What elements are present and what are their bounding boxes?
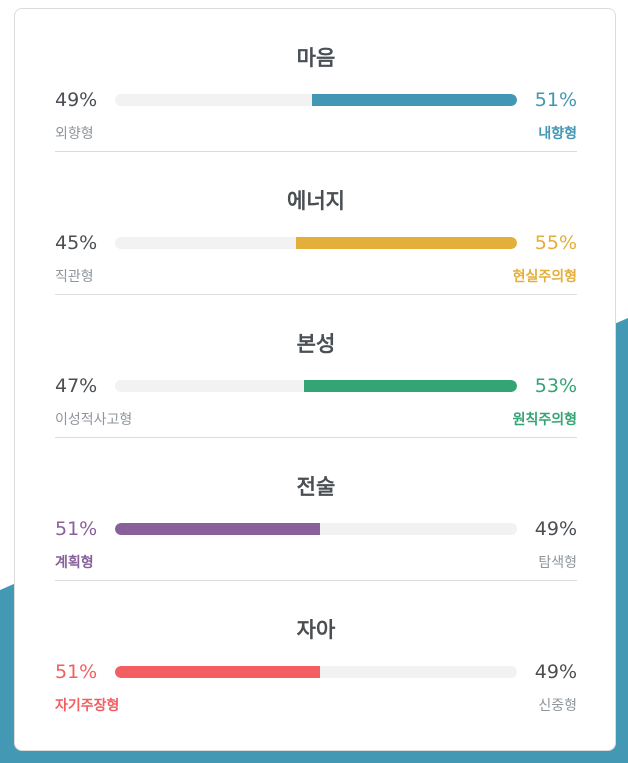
trait-bar-fill bbox=[303, 380, 517, 392]
trait-bar-track bbox=[115, 666, 517, 678]
left-label: 외향형 bbox=[55, 126, 94, 142]
trait-bar-track bbox=[115, 94, 517, 106]
right-label: 내향형 bbox=[538, 126, 577, 142]
trait-title: 전술 bbox=[296, 475, 336, 499]
right-label: 탐색형 bbox=[538, 555, 577, 571]
left-label: 자기주장형 bbox=[55, 698, 120, 714]
trait-section-tactics: 전술 51% 49% 계획형 탐색형 bbox=[55, 438, 577, 581]
trait-section-nature: 본성 47% 53% 이성적사고형 원칙주의형 bbox=[55, 295, 577, 438]
left-percent: 49% bbox=[55, 89, 98, 111]
right-label: 원칙주의형 bbox=[512, 412, 577, 428]
left-percent: 47% bbox=[55, 375, 98, 397]
right-label: 현실주의형 bbox=[512, 269, 577, 285]
trait-bar-fill bbox=[311, 94, 517, 106]
left-label: 이성적사고형 bbox=[55, 412, 133, 428]
left-percent: 51% bbox=[55, 661, 98, 683]
trait-section-identity: 자아 51% 49% 자기주장형 신중형 bbox=[55, 581, 577, 724]
trait-section-energy: 에너지 45% 55% 직관형 현실주의형 bbox=[55, 152, 577, 295]
left-percent: 45% bbox=[55, 232, 98, 254]
trait-bar-fill bbox=[115, 666, 321, 678]
trait-section-mind: 마음 49% 51% 외향형 내향형 bbox=[55, 9, 577, 152]
trait-title: 본성 bbox=[296, 332, 336, 356]
personality-traits-card: 마음 49% 51% 외향형 내향형 에너지 45% 55% 직관형 현실주의형… bbox=[14, 8, 616, 751]
trait-title: 마음 bbox=[296, 46, 336, 70]
left-label: 계획형 bbox=[55, 555, 94, 571]
right-label: 신중형 bbox=[538, 698, 577, 714]
right-percent: 55% bbox=[534, 232, 577, 254]
trait-title: 에너지 bbox=[287, 189, 345, 213]
trait-bar-fill bbox=[115, 523, 321, 535]
right-percent: 51% bbox=[534, 89, 577, 111]
right-percent: 49% bbox=[534, 661, 577, 683]
left-percent: 51% bbox=[55, 518, 98, 540]
trait-title: 자아 bbox=[296, 618, 336, 642]
trait-bar-track bbox=[115, 380, 517, 392]
left-label: 직관형 bbox=[55, 269, 94, 285]
trait-bar-track bbox=[115, 237, 517, 249]
trait-bar-track bbox=[115, 523, 517, 535]
right-percent: 49% bbox=[534, 518, 577, 540]
trait-bar-fill bbox=[295, 237, 517, 249]
right-percent: 53% bbox=[534, 375, 577, 397]
